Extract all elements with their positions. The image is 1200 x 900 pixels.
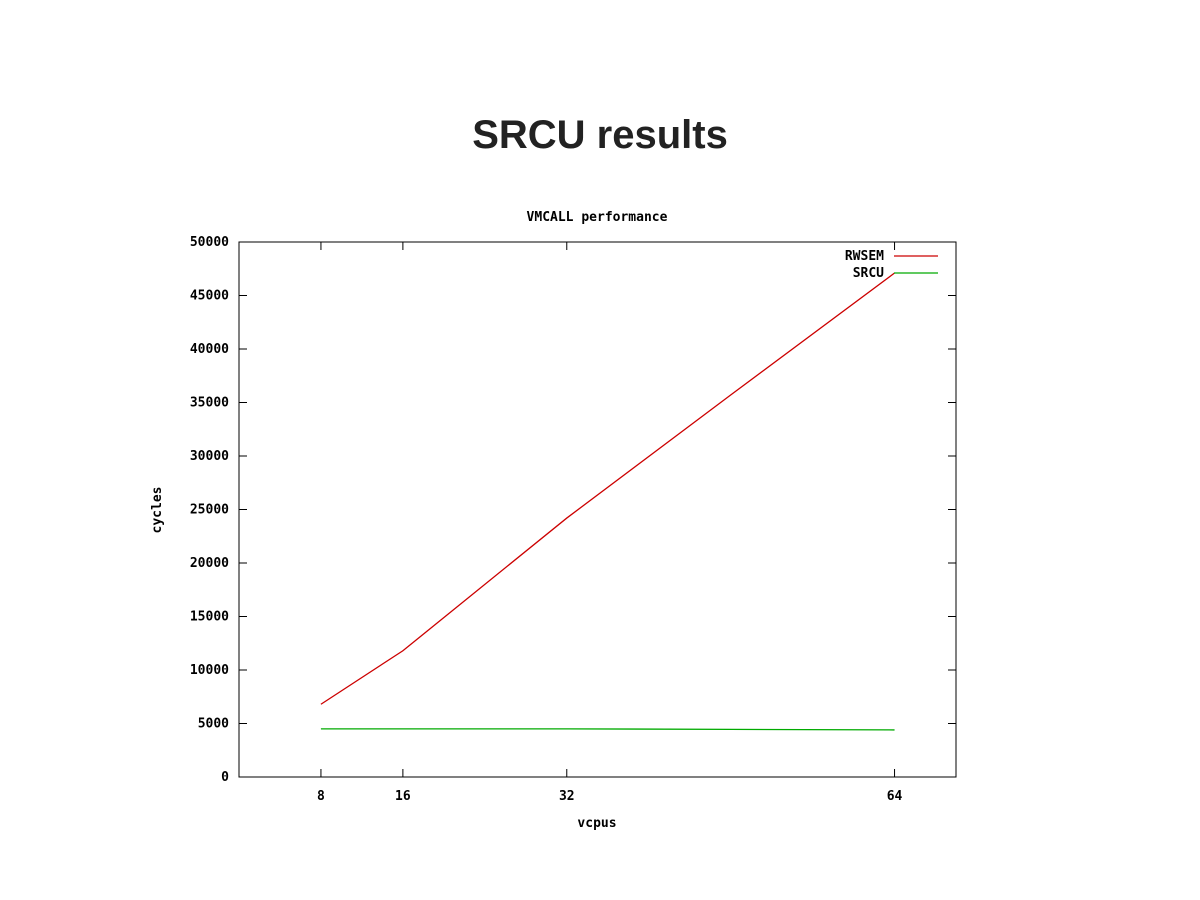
y-tick-label: 10000 xyxy=(190,663,229,678)
y-tick-label: 25000 xyxy=(190,503,229,518)
x-tick-label: 32 xyxy=(559,789,575,804)
y-tick-label: 5000 xyxy=(198,717,229,732)
y-tick-label: 35000 xyxy=(190,396,229,411)
y-tick-label: 30000 xyxy=(190,449,229,464)
y-tick-label: 50000 xyxy=(190,235,229,250)
slide-title: SRCU results xyxy=(472,113,728,157)
plot-frame xyxy=(238,241,957,778)
y-axis-label: cycles xyxy=(150,487,165,534)
legend-label: RWSEM xyxy=(845,249,884,264)
x-tick-label: 64 xyxy=(887,789,903,804)
y-tick-label: 15000 xyxy=(190,610,229,625)
x-tick-label: 8 xyxy=(317,789,325,804)
series-line-rwsem xyxy=(320,272,895,705)
y-tick-label: 20000 xyxy=(190,556,229,571)
series-line-srcu xyxy=(320,728,895,731)
y-tick-label: 40000 xyxy=(190,342,229,357)
y-tick-label: 0 xyxy=(221,770,229,785)
chart-title: VMCALL performance xyxy=(527,210,668,225)
x-axis-label: vcpus xyxy=(577,816,616,831)
y-tick-label: 45000 xyxy=(190,289,229,304)
legend-label: SRCU xyxy=(853,266,884,281)
x-tick-label: 16 xyxy=(395,789,411,804)
